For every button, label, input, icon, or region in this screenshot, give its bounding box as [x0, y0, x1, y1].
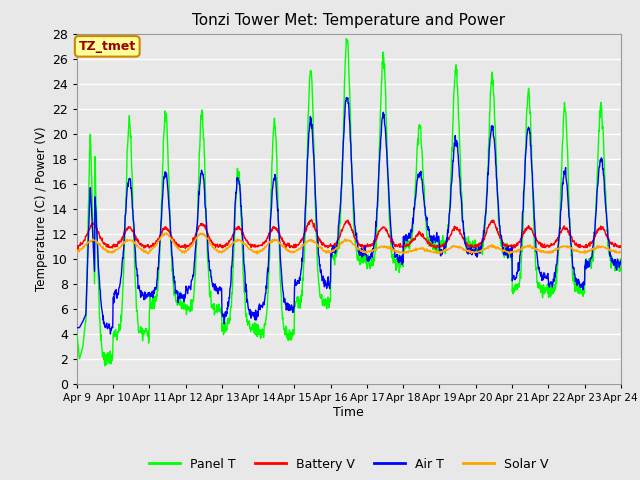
Y-axis label: Temperature (C) / Power (V): Temperature (C) / Power (V) — [35, 127, 48, 291]
X-axis label: Time: Time — [333, 406, 364, 419]
Text: TZ_tmet: TZ_tmet — [79, 40, 136, 53]
Legend: Panel T, Battery V, Air T, Solar V: Panel T, Battery V, Air T, Solar V — [144, 453, 554, 476]
Title: Tonzi Tower Met: Temperature and Power: Tonzi Tower Met: Temperature and Power — [192, 13, 506, 28]
